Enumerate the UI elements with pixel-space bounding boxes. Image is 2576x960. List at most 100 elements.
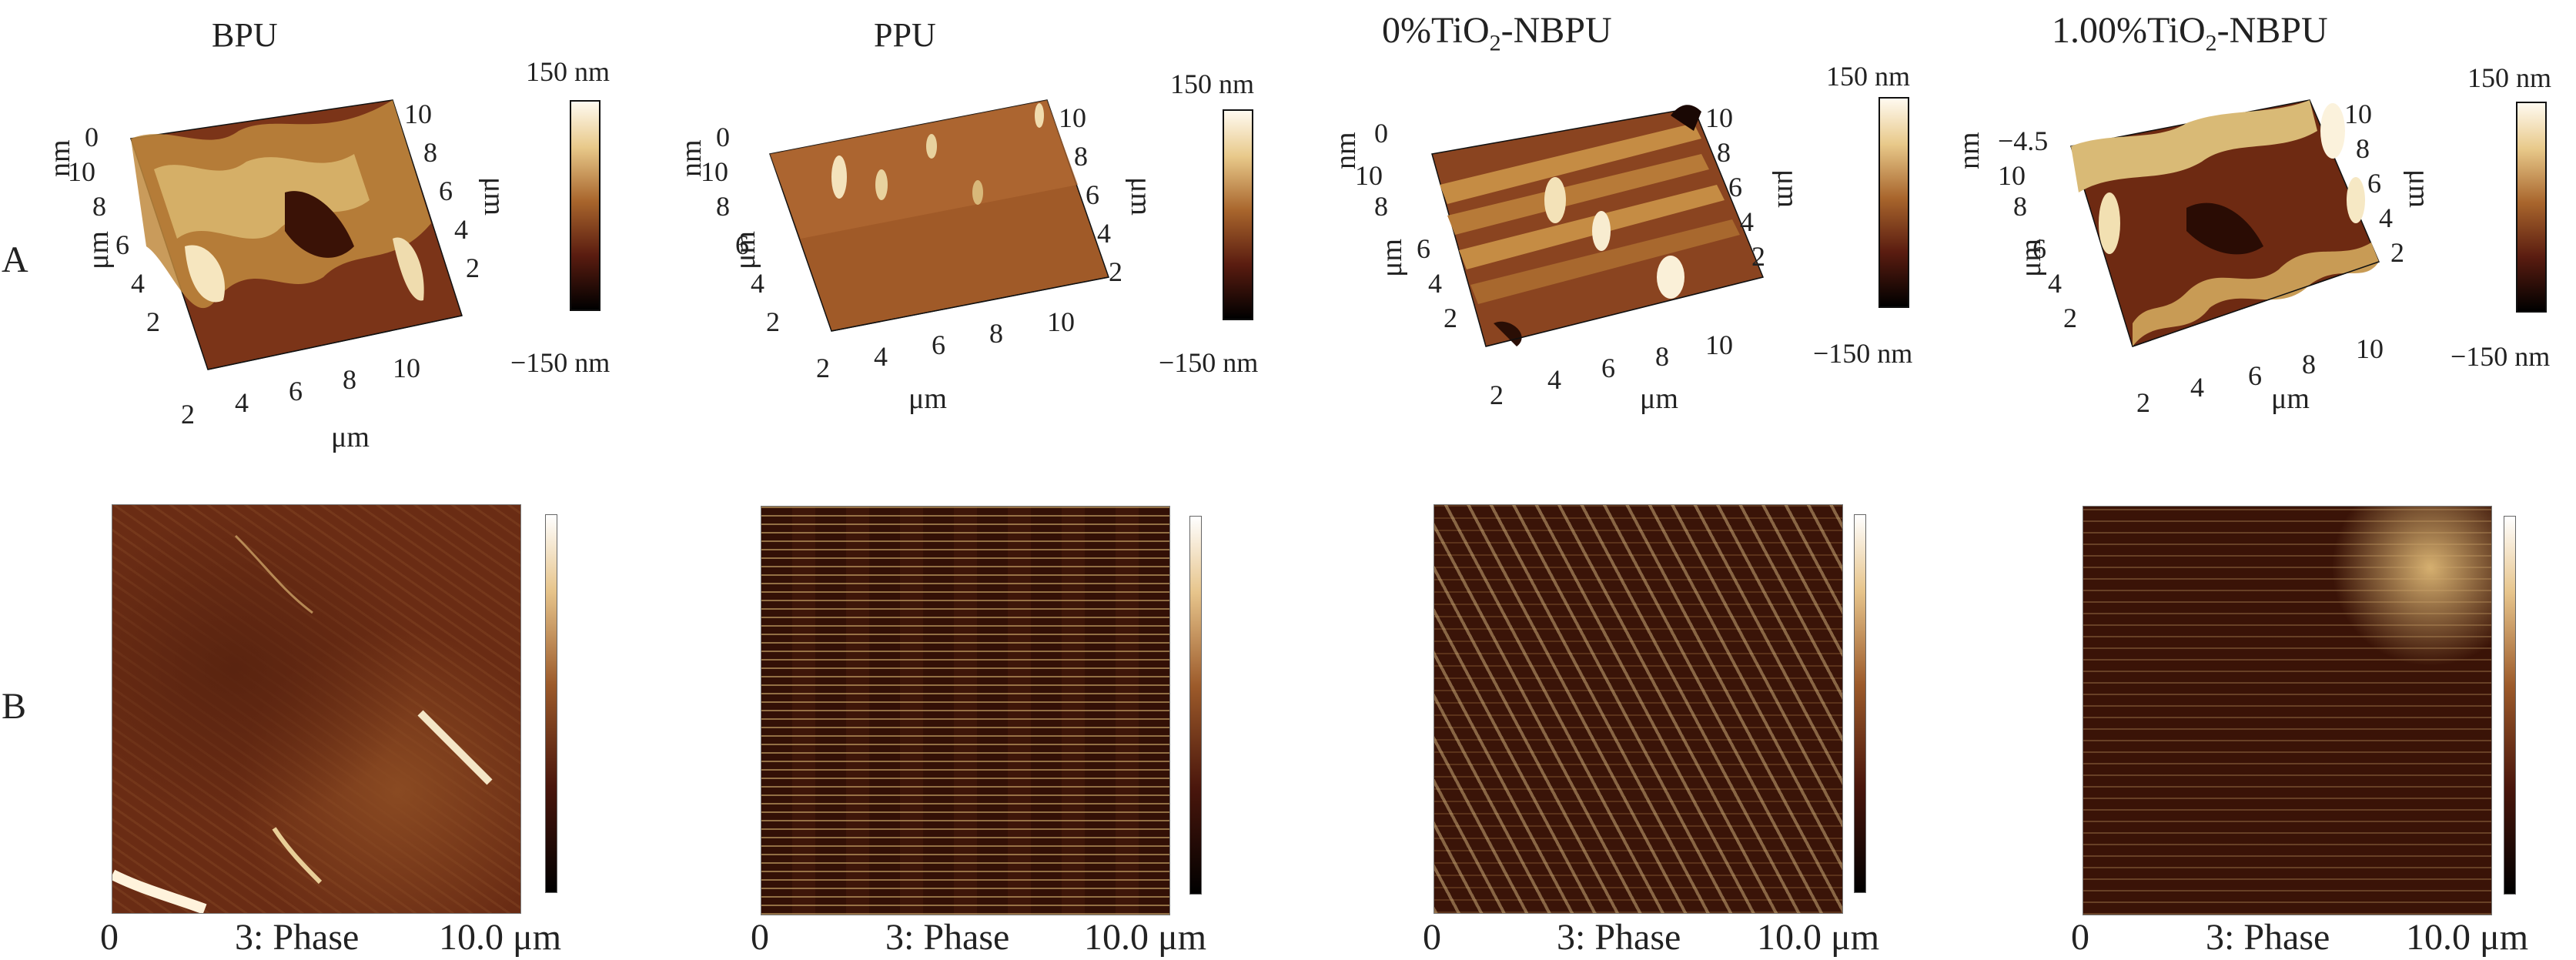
scale-max: 150 nm — [1826, 61, 1911, 92]
phase-axis-end: 10.0 μm — [439, 917, 562, 958]
scale-min: −150 nm — [1813, 338, 1913, 369]
tick-r-8: 8 — [1074, 141, 1088, 172]
tick-r-4: 4 — [1097, 218, 1111, 249]
phase-axis-end: 10.0 μm — [1084, 917, 1207, 958]
phase-axis-start: 0 — [2071, 917, 2089, 958]
axis-label-nm: nm — [44, 139, 76, 177]
panel-title: 0%TiO2-NBPU — [1382, 9, 1612, 57]
phase-colorbar — [2504, 516, 2516, 895]
tick-x-6: 6 — [1601, 353, 1615, 383]
title-suffix: -NBPU — [1500, 10, 1612, 51]
tick-x-10: 10 — [2356, 333, 2384, 364]
tick-r-8: 8 — [423, 137, 437, 168]
phase-image — [112, 504, 521, 914]
tick-r-4: 4 — [454, 214, 468, 245]
tick-y-6: 6 — [115, 229, 129, 260]
tick-y-10: 10 — [701, 156, 728, 187]
scale-min: −150 nm — [2451, 341, 2551, 372]
height-colorbar — [1223, 109, 1253, 320]
title-suffix: -NBPU — [2216, 10, 2328, 51]
scale-max: 150 nm — [1170, 69, 1255, 99]
tick-r-2: 2 — [1751, 241, 1765, 272]
tick-x-2: 2 — [816, 353, 830, 383]
tick-x-8: 8 — [989, 318, 1003, 349]
phase-image — [761, 506, 1170, 915]
tick-y-8: 8 — [2013, 191, 2027, 222]
tick-x-6: 6 — [289, 376, 303, 406]
axis-label-um-r: μm — [1125, 177, 1155, 216]
title-subscript: 2 — [2205, 30, 2217, 56]
tick-z0: 0 — [85, 122, 99, 152]
tick-x-4: 4 — [1547, 364, 1561, 395]
axis-label-um-r: μm — [1771, 169, 1804, 208]
tick-y-8: 8 — [716, 191, 730, 222]
tick-y-6: 6 — [735, 229, 749, 260]
phase-axis-end: 10.0 μm — [1757, 917, 1880, 958]
phase-axis-start: 0 — [1423, 917, 1441, 958]
tick-x-8: 8 — [1655, 341, 1669, 372]
tick-r-2: 2 — [466, 253, 480, 283]
phase-image — [2083, 506, 2492, 915]
phase-colorbar — [545, 514, 557, 893]
scale-max: 150 nm — [2467, 62, 2552, 93]
axis-label-um-r: μm — [478, 177, 508, 216]
tick-y-6: 6 — [1417, 233, 1430, 264]
tick-r-6: 6 — [2367, 168, 2381, 199]
phase-colorbar — [1189, 516, 1202, 895]
phase-colorbar — [1854, 514, 1866, 893]
panel-title: 1.00%TiO2-NBPU — [2052, 9, 2328, 57]
axis-label-um-x: μm — [331, 421, 370, 453]
title-prefix: 0%TiO — [1382, 10, 1490, 51]
tick-y-4: 4 — [2048, 268, 2062, 299]
phase-axis-end: 10.0 μm — [2406, 917, 2529, 958]
afm-3d-plot: nm 0 10 8 μm 6 4 2 2 4 6 8 10 μm 10 8 6 … — [44, 99, 508, 453]
axis-label-nm: nm — [677, 139, 708, 177]
phase-axis-start: 0 — [100, 917, 119, 958]
tick-y-2: 2 — [766, 306, 780, 337]
tick-r-6: 6 — [1728, 172, 1742, 202]
phase-channel-label: 3: Phase — [885, 917, 1010, 958]
tick-z0: −4.5 — [1998, 125, 2048, 156]
axis-label-nm: nm — [1955, 132, 1986, 169]
phase-axis-start: 0 — [751, 917, 769, 958]
tick-r-6: 6 — [1086, 179, 1099, 210]
tick-r-10: 10 — [1705, 102, 1733, 133]
tick-r-2: 2 — [1109, 256, 1122, 287]
tick-y-2: 2 — [146, 306, 160, 337]
tick-y-10: 10 — [1355, 160, 1383, 191]
tick-y-10: 10 — [68, 156, 95, 187]
tick-x-2: 2 — [1490, 380, 1504, 410]
tick-r-4: 4 — [1740, 206, 1754, 237]
tick-r-10: 10 — [1059, 102, 1086, 133]
tick-x-8: 8 — [2302, 349, 2316, 380]
height-colorbar — [570, 100, 601, 311]
panel-title: BPU — [212, 16, 278, 54]
tick-x-4: 4 — [874, 341, 888, 372]
scale-max: 150 nm — [526, 56, 611, 87]
tick-r-2: 2 — [2390, 237, 2404, 268]
tick-r-6: 6 — [439, 176, 453, 206]
phase-channel-label: 3: Phase — [1557, 917, 1681, 958]
row-label-a: A — [2, 239, 28, 280]
tick-x-6: 6 — [932, 329, 945, 360]
axis-label-um-y: μm — [1376, 239, 1408, 277]
tick-y-2: 2 — [1444, 303, 1457, 333]
phase-image — [1434, 504, 1843, 914]
row-label-b: B — [2, 686, 27, 727]
height-colorbar — [2516, 102, 2547, 313]
tick-z0: 0 — [1374, 118, 1388, 149]
axis-label-um-y: μm — [82, 231, 115, 269]
tick-y-8: 8 — [1374, 191, 1388, 222]
title-prefix: 1.00%TiO — [2052, 10, 2206, 51]
axis-label-um-x: μm — [908, 383, 947, 415]
phase-channel-label: 3: Phase — [235, 917, 360, 958]
tick-r-4: 4 — [2379, 202, 2393, 233]
tick-y-4: 4 — [131, 268, 145, 299]
tick-x-2: 2 — [181, 399, 195, 430]
panel-title: PPU — [874, 16, 936, 54]
tick-r-10: 10 — [2344, 99, 2372, 129]
tick-x-10: 10 — [1705, 329, 1733, 360]
tick-y-4: 4 — [751, 268, 764, 299]
afm-3d-plot: nm −4.5 10 8 μm 6 4 2 2 4 6 8 10 μm 10 8… — [1955, 99, 2433, 418]
axis-label-um-x: μm — [1640, 383, 1678, 415]
